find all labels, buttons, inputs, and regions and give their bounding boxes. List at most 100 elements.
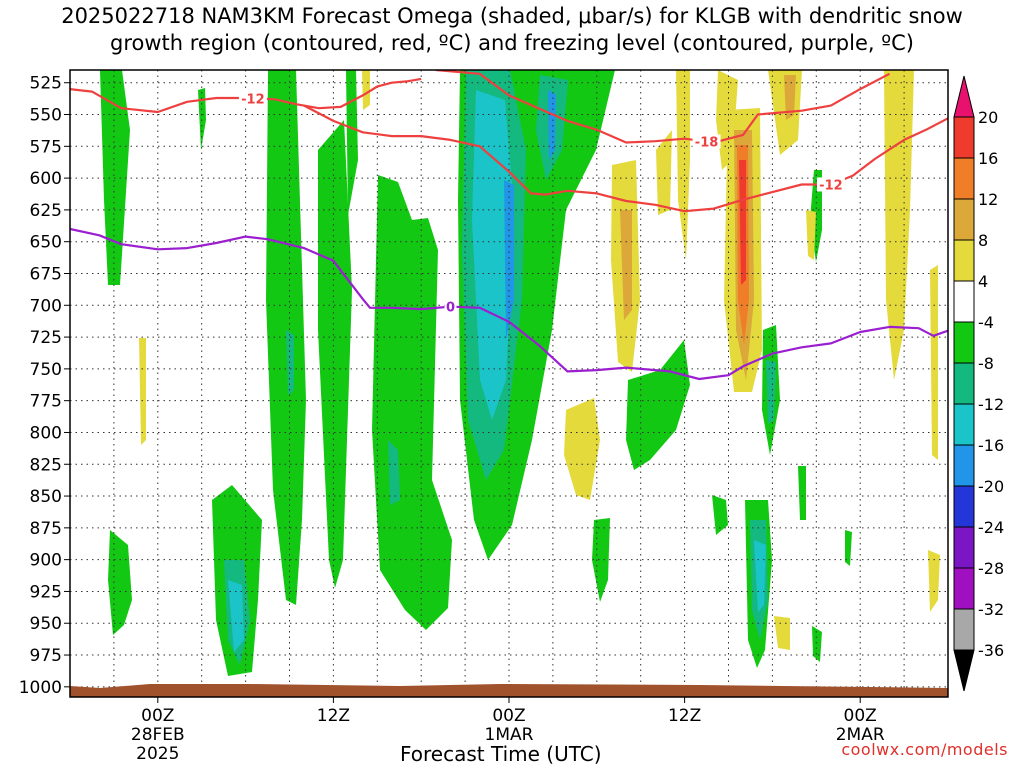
x-tick-label: 2025	[136, 744, 179, 764]
omega-shade-cyan	[228, 580, 244, 652]
contour-label: -18	[695, 136, 719, 151]
contour-line	[303, 104, 948, 213]
x-tick-label: 2MAR	[836, 725, 885, 745]
source-credit: coolwx.com/models	[841, 740, 1008, 759]
colorbar-swatch	[953, 649, 975, 692]
colorbar-label: 16	[978, 149, 998, 168]
y-tick-label: 875	[30, 519, 62, 539]
y-tick-label: 675	[30, 264, 62, 284]
colorbar-swatch	[953, 567, 975, 610]
colorbar-swatch	[953, 485, 975, 528]
contour-lines	[70, 70, 948, 381]
omega-shade-teal	[388, 440, 400, 505]
omega-shade-yellow	[676, 70, 690, 260]
omega-shade-green	[592, 518, 610, 602]
y-tick-label: 775	[30, 392, 62, 412]
colorbar-swatch	[953, 608, 975, 651]
omega-shade-cyan	[754, 540, 766, 612]
contour-line	[70, 227, 948, 381]
colorbar-swatch	[953, 526, 975, 569]
chart-title-line-1: 2025022718 NAM3KM Forecast Omega (shaded…	[61, 4, 963, 28]
colorbar-label: -12	[978, 395, 1004, 414]
omega-shade-green	[626, 340, 690, 470]
colorbar-label: 8	[978, 231, 988, 250]
terrain-band	[70, 684, 948, 697]
omega-shade-yellow	[884, 70, 914, 380]
y-tick-label: 700	[30, 296, 62, 316]
chart-title-line-2: growth region (contoured, red, ºC) and f…	[110, 31, 914, 55]
y-axis: 525 550 575 600 625 650 675 700 725 750 775 800 825 8…	[19, 74, 70, 698]
omega-shade-green	[198, 88, 206, 150]
omega-shade-yellow	[928, 550, 940, 612]
y-tick-label: 650	[30, 233, 62, 253]
colorbar-swatch	[953, 321, 975, 364]
colorbar-swatch	[953, 75, 975, 118]
omega-shade-blue	[504, 180, 514, 340]
y-tick-label: 1000	[19, 678, 62, 698]
omega-shade-green	[798, 466, 806, 520]
contour-label: -12	[241, 92, 265, 107]
contour-labels: -12 -18 -12 0	[238, 91, 845, 316]
colorbar-label: -16	[978, 436, 1004, 455]
colorbar-label: 20	[978, 108, 998, 127]
omega-shade-tan	[784, 75, 796, 120]
terrain-fill	[70, 684, 948, 697]
y-tick-label: 900	[30, 551, 62, 571]
contour-label-bg	[692, 134, 721, 149]
x-tick-label: 00Z	[844, 706, 877, 726]
colorbar-label: -36	[978, 641, 1004, 660]
omega-shade-yellow	[930, 265, 938, 460]
omega-shade-yellow	[806, 210, 816, 260]
omega-shade-green	[100, 70, 130, 285]
contour-label-bg	[816, 177, 845, 192]
colorbar-label: -4	[978, 313, 994, 332]
y-tick-label: 550	[30, 106, 62, 126]
colorbar-swatch	[953, 444, 975, 487]
x-tick-label: 00Z	[141, 706, 174, 726]
omega-shade-green	[712, 495, 728, 535]
omega-shade-red	[739, 160, 746, 285]
y-tick-label: 725	[30, 328, 62, 348]
contour-label: 0	[446, 301, 455, 316]
contour-label: -12	[819, 178, 843, 193]
colorbar-swatch	[953, 280, 975, 323]
contour-label-bg	[238, 91, 267, 106]
contour-label-bg	[444, 299, 457, 314]
x-tick-label: 1MAR	[485, 725, 534, 745]
y-tick-label: 950	[30, 614, 62, 634]
colorbar-label: -28	[978, 559, 1004, 578]
y-tick-label: 750	[30, 360, 62, 380]
y-tick-label: 850	[30, 487, 62, 507]
omega-shade-green	[372, 175, 452, 630]
x-tick-label: 00Z	[492, 706, 525, 726]
colorbar-swatch	[953, 239, 975, 282]
omega-shade-blue	[548, 90, 556, 160]
colorbar-swatch	[953, 403, 975, 446]
contour-line	[435, 70, 891, 144]
y-tick-label: 925	[30, 582, 62, 602]
colorbar-swatch	[953, 116, 975, 159]
chart-grid	[70, 70, 948, 697]
omega-shade-green	[845, 530, 852, 566]
omega-shade-yellow	[362, 70, 370, 110]
colorbar-swatch	[953, 157, 975, 200]
y-tick-label: 575	[30, 137, 62, 157]
y-tick-label: 975	[30, 646, 62, 666]
omega-shade-tan	[620, 210, 632, 320]
x-tick-label: 12Z	[317, 706, 350, 726]
y-tick-label: 600	[30, 169, 62, 189]
colorbar-label: 4	[978, 272, 988, 291]
colorbar-label: 12	[978, 190, 998, 209]
omega-shade-green	[108, 530, 132, 635]
y-tick-label: 525	[30, 74, 62, 94]
omega-shading	[100, 70, 940, 676]
contour-line	[70, 77, 422, 114]
x-tick-label: 28FEB	[131, 725, 185, 745]
omega-shade-teal	[766, 360, 776, 424]
omega-shade-yellow	[656, 130, 672, 215]
x-tick-label: 12Z	[668, 706, 701, 726]
omega-shade-yellow	[564, 398, 600, 500]
